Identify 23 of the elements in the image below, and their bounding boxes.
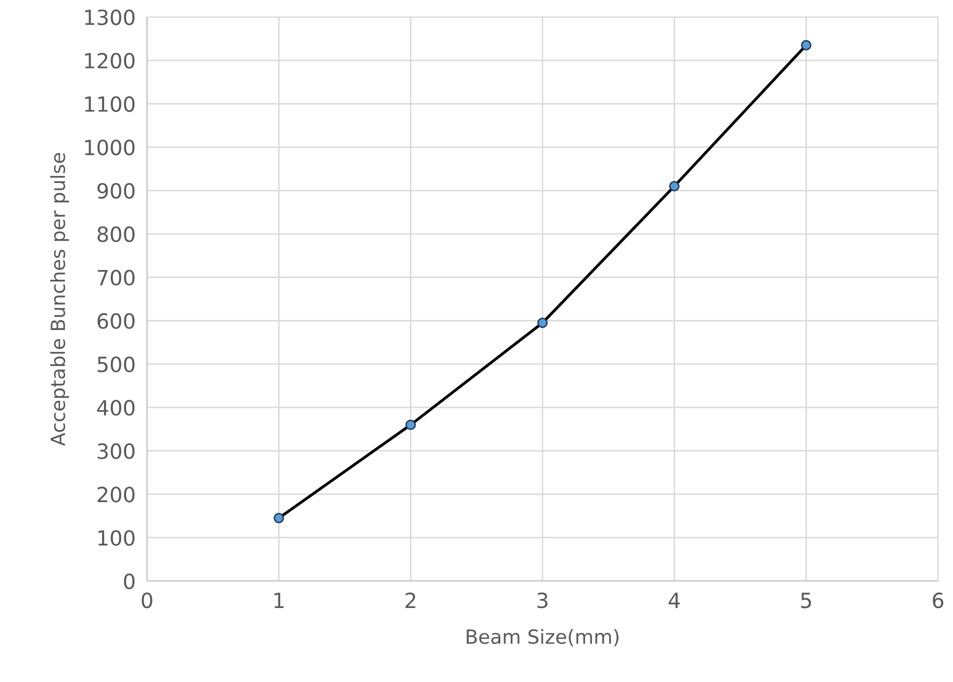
y-tick-label: 800	[98, 226, 135, 242]
x-tick-label: 2	[406, 592, 416, 608]
x-tick-label: 0	[142, 592, 152, 608]
x-tick-label: 6	[932, 592, 944, 608]
x-tick-label: 5	[801, 592, 811, 608]
x-axis-title: Beam Size(mm)	[466, 628, 618, 646]
y-tick-label: 600	[98, 313, 135, 329]
y-tick-label: 500	[98, 356, 135, 372]
y-axis-title: Acceptable Bunches per pulse	[50, 153, 69, 446]
x-tick-label: 1	[274, 592, 284, 608]
y-tick-label: 100	[98, 530, 135, 546]
y-tick-label: 300	[98, 443, 135, 460]
y-tick-label: 1300	[85, 9, 135, 26]
y-tick-label: 200	[98, 486, 135, 502]
y-tick-label: 1100	[85, 96, 135, 112]
y-tick-label: 1000	[85, 140, 135, 156]
y-tick-label: 900	[97, 182, 135, 199]
y-tick-label: 700	[98, 270, 135, 286]
y-tick-label: 0	[124, 573, 135, 590]
x-tick-label: 3	[537, 592, 548, 608]
x-tick-label: 4	[668, 592, 680, 608]
y-tick-label: 1200	[85, 52, 135, 69]
y-tick-label: 400	[97, 400, 135, 416]
